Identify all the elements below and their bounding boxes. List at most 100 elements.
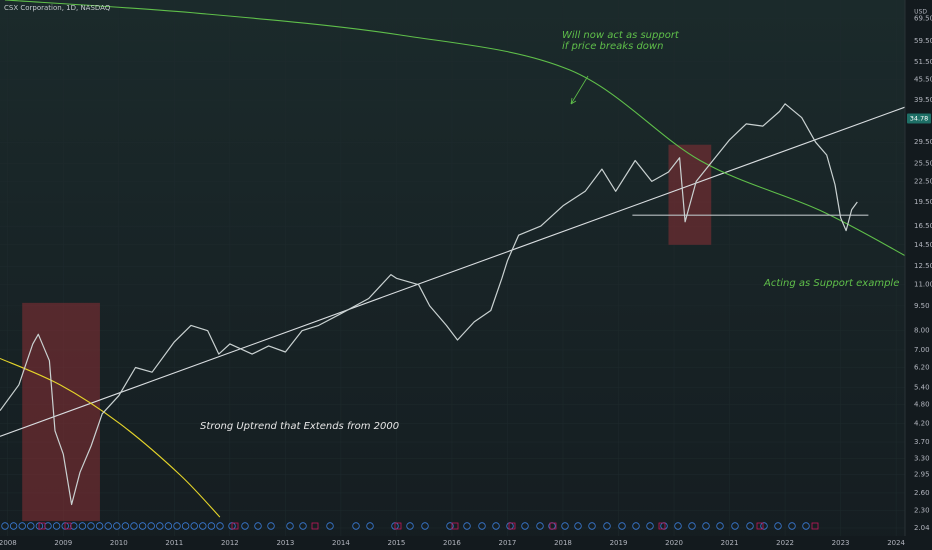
y-tick-label: 7.00: [914, 346, 930, 354]
event-icon: [588, 522, 596, 530]
y-tick-label: 51.50: [914, 58, 932, 66]
price-line: [0, 103, 858, 506]
event-icon: [138, 522, 147, 530]
y-tick-label: 5.40: [914, 383, 930, 391]
x-tick-label: 2021: [721, 539, 739, 547]
y-tick-label: 19.50: [914, 198, 932, 206]
y-tick-label: 39.50: [914, 96, 932, 104]
event-icon: [561, 522, 569, 530]
x-tick-label: 2018: [554, 539, 572, 547]
event-icon: [446, 522, 454, 530]
event-icon: [421, 522, 429, 530]
x-tick-label: 2017: [499, 539, 517, 547]
event-icon: [190, 522, 198, 530]
event-flag: [38, 522, 46, 530]
event-icon: [52, 522, 61, 530]
x-tick-label: 2012: [221, 539, 239, 547]
y-tick-label: 2.04: [914, 524, 930, 532]
event-icon: [87, 522, 95, 530]
event-icon: [406, 522, 414, 530]
event-icon: [147, 522, 155, 530]
y-tick-label: 9.50: [914, 302, 930, 310]
x-tick-label: 2009: [54, 539, 72, 547]
y-tick-label: 2.60: [914, 489, 930, 497]
grid: [0, 0, 905, 536]
event-icon: [716, 522, 724, 530]
event-icon: [492, 522, 500, 530]
event-icon: [774, 522, 782, 530]
event-icon: [603, 522, 611, 530]
event-icon: [216, 522, 224, 530]
x-tick-label: 2010: [110, 539, 128, 547]
annotation: Strong Uptrend that Extends from 2000: [200, 421, 399, 432]
event-icon: [104, 522, 112, 530]
event-icon: [632, 522, 640, 530]
y-tick-label: 29.50: [914, 138, 932, 146]
event-icon: [78, 522, 87, 530]
event-flag: [549, 522, 557, 530]
y-tick-label: 6.20: [914, 363, 930, 371]
axes: 2.04 2.30 2.60 2.95 3.30 3.70 4.20 4.80 5.40 6.20…: [0, 15, 932, 547]
y-tick-label: 16.50: [914, 222, 932, 230]
event-flag: [231, 522, 239, 530]
event-icon: [27, 522, 35, 530]
y-tick-label: 4.80: [914, 400, 930, 408]
event-icon: [164, 522, 173, 530]
annotation: Will now act as support: [562, 30, 680, 41]
event-icon: [156, 522, 164, 530]
event-icon: [95, 522, 104, 530]
x-tick-label: 2014: [332, 539, 350, 547]
annotation: if price breaks down: [562, 41, 663, 52]
event-flag: [394, 522, 402, 530]
trendline: [0, 357, 221, 518]
x-axis-panel: [0, 536, 932, 550]
event-icon: [463, 522, 471, 530]
y-tick-label: 11.00: [914, 281, 932, 289]
event-flag: [311, 522, 319, 530]
event-icon: [1, 522, 9, 530]
drawings: [0, 0, 911, 518]
y-tick-label: 8.00: [914, 327, 930, 335]
event-icon: [646, 522, 654, 530]
event-icon: [241, 522, 249, 530]
y-axis-panel: [905, 0, 932, 550]
y-tick-label: 14.50: [914, 241, 932, 249]
price-series: [0, 103, 858, 506]
event-icon: [688, 522, 696, 530]
event-flag: [451, 522, 459, 530]
trendline: [0, 104, 911, 437]
x-tick-label: 2023: [832, 539, 850, 547]
chart-title: CSX Corporation, 1D, NASDAQ: [4, 4, 111, 12]
y-tick-label: 69.50: [914, 15, 932, 23]
event-icon: [802, 522, 810, 530]
event-icon: [130, 522, 138, 530]
y-tick-label: 2.30: [914, 507, 930, 515]
event-icon: [181, 522, 190, 530]
event-flag: [658, 522, 666, 530]
event-icon: [352, 522, 360, 530]
x-tick-label: 2019: [610, 539, 628, 547]
x-tick-label: 2024: [887, 539, 905, 547]
event-flag: [508, 522, 516, 530]
x-tick-label: 2015: [388, 539, 406, 547]
x-tick-label: 2011: [165, 539, 183, 547]
event-icon: [113, 522, 121, 530]
event-icons: [1, 522, 819, 530]
last-price-box: [907, 113, 931, 124]
last-price-label: 34.78: [910, 114, 929, 122]
y-tick-label: 3.30: [914, 455, 930, 463]
event-icon: [746, 522, 754, 530]
x-tick-label: 2022: [776, 539, 794, 547]
shaded-zone: [668, 144, 712, 245]
event-icon: [574, 522, 582, 530]
event-icon: [286, 522, 294, 530]
y-tick-label: 12.50: [914, 262, 932, 270]
y-tick-label: 4.20: [914, 420, 930, 428]
event-icon: [254, 522, 262, 530]
event-icon: [731, 522, 739, 530]
event-icon: [760, 522, 768, 530]
event-icon: [18, 522, 26, 530]
event-flag: [64, 522, 72, 530]
